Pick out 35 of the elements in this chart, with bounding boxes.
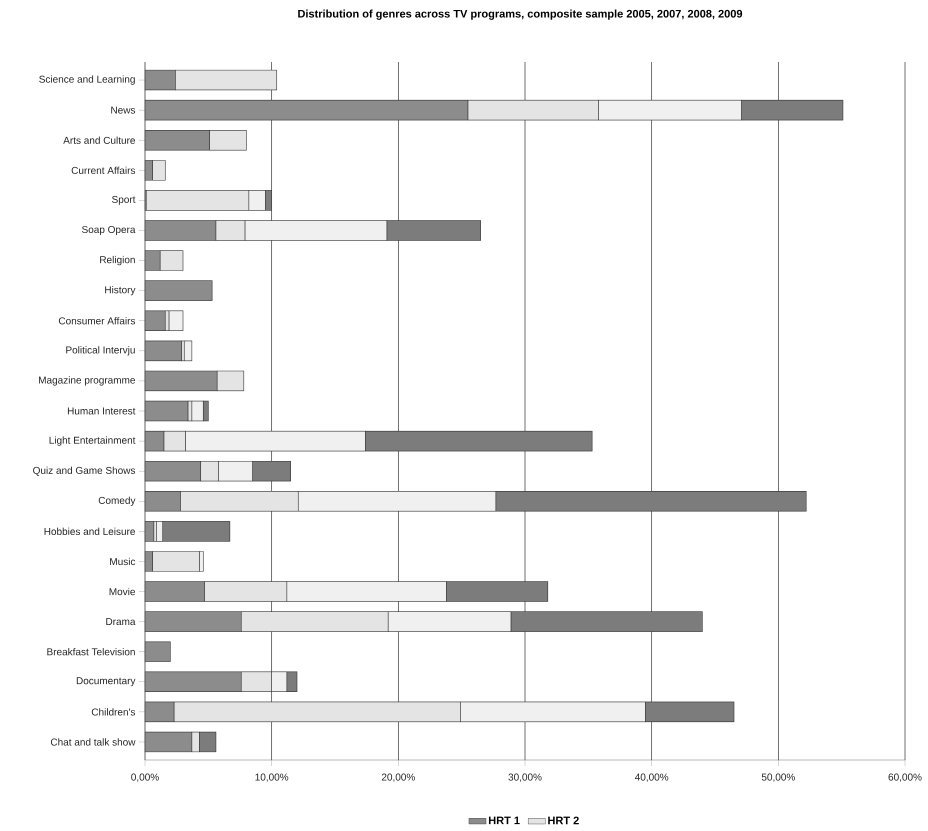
x-tick-label: 50,00% [762, 774, 795, 782]
y-tick-label: Political Intervju [66, 346, 135, 356]
y-tick-label: Light Entertainment [50, 436, 136, 446]
y-tick-label: Hobbies and Leisure [44, 528, 135, 536]
y-tick-label: Quiz and Game Shows [33, 466, 136, 476]
y-tick-label: Soap Opera [82, 226, 136, 236]
y-tick-label: Current Affairs [72, 166, 136, 174]
y-tick-label: Music [110, 558, 136, 566]
y-tick-label: Children's [92, 708, 136, 716]
bar [168, 310, 184, 331]
y-tick-label: Chat and talk show [50, 738, 136, 746]
y-tick-label: Consumer Affairs [58, 317, 136, 324]
x-tick-label: 10,00% [255, 774, 288, 782]
y-tick-label: Movie [110, 588, 136, 596]
y-tick-label: Breakfast Television [47, 648, 135, 656]
y-tick-label: Sport [112, 196, 136, 205]
y-tick-label: Science and Learning [39, 75, 135, 85]
legend-label: HRT 1 [488, 816, 520, 824]
y-tick-label: Human Interest [68, 408, 136, 414]
y-tick-label: Magazine programme [39, 376, 135, 386]
x-tick-label: 60,00% [888, 774, 922, 782]
x-tick-label: 40,00% [634, 774, 668, 782]
legend-label: HRT 2 [548, 816, 579, 824]
y-tick-label: History [105, 286, 136, 296]
chart-title: Distribution of genres across TV programs, composite sample 2005, 2007, 2008, 2009 [298, 10, 742, 20]
y-tick-label: Arts and Culture [63, 136, 136, 144]
x-tick-label: 20,00% [382, 774, 415, 782]
x-tick-label: 30,00% [508, 774, 542, 782]
y-tick-label: Drama [106, 618, 136, 626]
y-tick-label: Comedy [98, 496, 136, 506]
bar [184, 340, 192, 362]
y-tick-label: Documentary [76, 677, 136, 686]
x-tick-label: 0,00% [131, 774, 159, 782]
y-tick-label: News [111, 106, 136, 114]
y-tick-label: Religion [100, 256, 135, 266]
